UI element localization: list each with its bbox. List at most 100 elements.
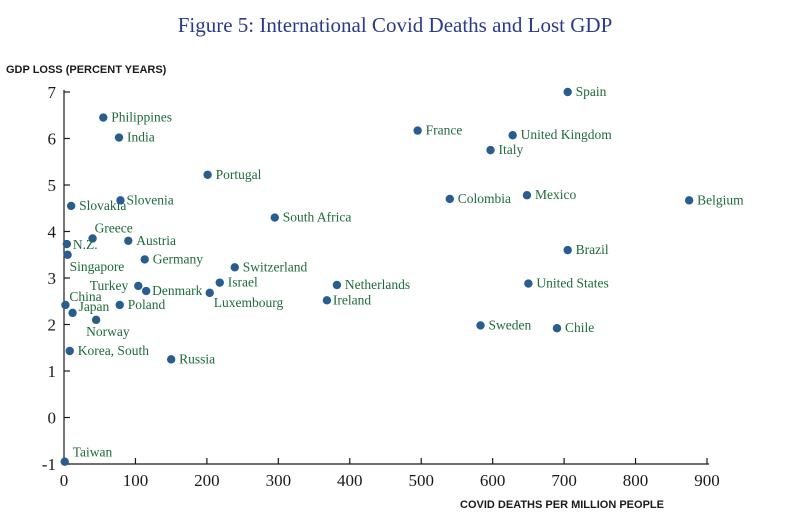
point-marker [522,191,532,200]
data-point: Portugal [203,167,262,182]
point-label: China [69,289,101,304]
data-point: Mexico [522,187,576,202]
data-point: Japan [68,299,110,318]
point-label: Brazil [576,242,609,257]
point-marker [116,196,125,205]
y-tick-label: 4 [48,223,57,242]
point-marker [88,234,97,243]
data-point: Philippines [99,110,172,125]
point-label: United States [536,276,608,291]
y-tick-label: 0 [48,409,57,428]
point-marker [476,321,485,330]
data-point: Luxembourg [205,288,284,310]
data-point: Switzerland [230,259,307,274]
data-point: Germany [140,251,203,266]
point-marker [166,355,176,364]
point-label: Russia [179,351,215,366]
point-marker [486,145,495,155]
point-label: Luxembourg [214,295,284,310]
point-label: Singapore [70,259,125,274]
data-point: Brazil [563,242,609,257]
point-marker [270,213,279,222]
point-marker [91,315,101,325]
data-point: United States [524,276,609,291]
point-label: Colombia [458,191,511,206]
point-marker [203,170,212,179]
data-point: Sweden [476,317,532,332]
data-point: Spain [563,84,607,99]
point-marker [65,346,74,356]
data-point: Ireland [322,292,371,307]
data-point: Belgium [684,192,744,207]
point-label: Slovenia [126,192,173,207]
x-tick-label: 300 [266,471,292,490]
y-tick-label: 6 [48,130,57,149]
data-point: India [114,130,155,145]
point-marker [68,308,77,318]
point-label: Slovakia [79,198,126,213]
point-marker [60,457,69,466]
y-tick-label: 2 [48,316,57,335]
point-marker [205,288,214,298]
point-marker [63,250,72,259]
y-tick-label: 7 [48,83,57,102]
x-axis-label: COVID DEATHS PER MILLION PEOPLE [460,499,664,511]
point-label: Mexico [535,187,576,202]
point-marker [563,87,572,97]
point-marker [215,278,224,287]
point-label: Korea, South [78,343,149,358]
data-point: Austria [124,233,176,248]
x-tick-label: 500 [408,471,434,490]
data-point: Chile [552,320,594,335]
data-point: N.Z. [62,237,98,252]
data-point: Israel [215,275,258,290]
point-label: Belgium [697,192,744,207]
point-marker [552,324,562,333]
point-label: Chile [565,320,594,335]
y-axis-label: GDP LOSS (PERCENT YEARS) [6,64,167,76]
point-label: United Kingdom [521,127,613,142]
y-tick-label: 3 [48,269,57,288]
y-tick-label: 5 [48,176,57,195]
data-point: China [61,289,102,310]
y-tick-label: -1 [42,455,56,474]
point-marker [114,133,124,142]
point-label: Poland [128,297,166,312]
x-tick-label: 0 [60,471,69,490]
data-point: Netherlands [332,277,410,292]
point-label: Portugal [216,167,262,182]
point-label: Taiwan [73,445,113,460]
point-marker [115,300,124,310]
point-marker [445,194,454,204]
data-point: Taiwan [60,445,113,466]
x-tick-label: 800 [623,471,649,490]
data-point: Norway [86,315,130,339]
data-point: Slovakia [66,198,126,213]
point-marker [140,255,149,264]
point-label: Italy [499,142,524,157]
data-point: Colombia [445,191,511,206]
point-marker [62,239,72,249]
y-tick-label: 1 [48,362,57,381]
point-label: Austria [136,233,176,248]
point-label: Germany [153,251,203,266]
point-marker [61,300,70,310]
data-point: Russia [166,351,215,366]
point-label: Sweden [489,317,532,332]
point-marker [524,279,533,288]
data-point: South Africa [270,210,352,225]
data-point: France [413,123,462,138]
x-tick-label: 600 [480,471,506,490]
x-tick-label: 400 [337,471,363,490]
point-label: Netherlands [345,277,410,292]
data-point: Turkey [90,278,143,293]
point-marker [563,245,572,255]
point-marker [141,286,151,296]
point-label: South Africa [283,210,352,225]
point-marker [124,236,133,245]
point-marker [99,113,108,122]
point-label: Spain [576,84,607,99]
x-tick-label: 200 [194,471,220,490]
point-marker [332,280,342,290]
